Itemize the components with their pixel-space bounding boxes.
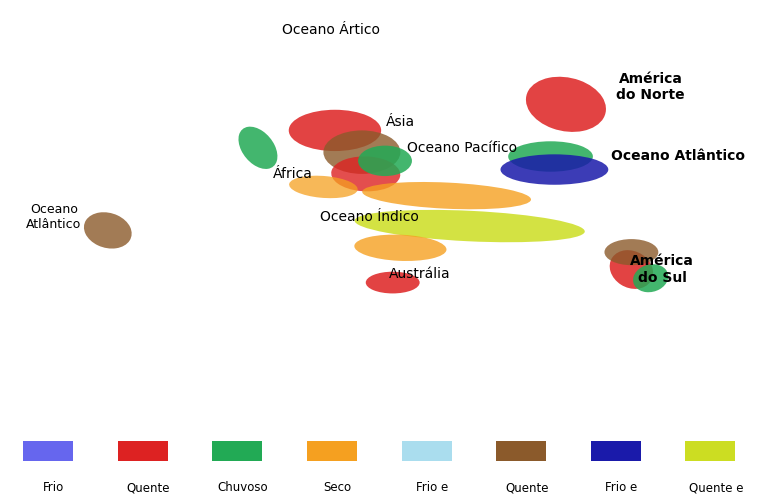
Text: América
do Norte: América do Norte xyxy=(616,72,685,102)
Ellipse shape xyxy=(331,157,400,191)
Ellipse shape xyxy=(354,235,447,261)
Ellipse shape xyxy=(362,182,531,209)
Text: Oceano Índico: Oceano Índico xyxy=(320,210,419,224)
FancyBboxPatch shape xyxy=(118,441,168,460)
Ellipse shape xyxy=(610,250,653,289)
Ellipse shape xyxy=(508,141,593,172)
FancyBboxPatch shape xyxy=(23,441,73,460)
Ellipse shape xyxy=(289,176,358,198)
Ellipse shape xyxy=(604,239,658,265)
Ellipse shape xyxy=(323,130,400,174)
Text: Oceano Pacífico: Oceano Pacífico xyxy=(407,141,517,155)
Text: Oceano
Atlântico: Oceano Atlântico xyxy=(26,204,82,231)
FancyBboxPatch shape xyxy=(496,441,546,460)
Text: Chuvoso: Chuvoso xyxy=(218,481,269,494)
Ellipse shape xyxy=(355,210,584,242)
Text: Quente: Quente xyxy=(127,481,170,494)
Ellipse shape xyxy=(84,212,132,248)
FancyBboxPatch shape xyxy=(591,441,641,460)
Text: Ásia: Ásia xyxy=(386,115,415,129)
Text: Austrália: Austrália xyxy=(389,267,450,281)
Ellipse shape xyxy=(289,110,381,151)
FancyBboxPatch shape xyxy=(307,441,357,460)
FancyBboxPatch shape xyxy=(685,441,735,460)
Ellipse shape xyxy=(358,146,412,176)
Text: Oceano Ártico: Oceano Ártico xyxy=(282,23,380,38)
Text: Quente
e seco: Quente e seco xyxy=(505,481,549,494)
Ellipse shape xyxy=(526,77,606,132)
Text: Frio e
seco: Frio e seco xyxy=(416,481,448,494)
Ellipse shape xyxy=(366,272,420,293)
Text: Frio: Frio xyxy=(43,481,65,494)
Ellipse shape xyxy=(633,264,668,292)
Text: Frio e
chuvoso: Frio e chuvoso xyxy=(597,481,646,494)
FancyBboxPatch shape xyxy=(401,441,451,460)
Text: Seco: Seco xyxy=(323,481,352,494)
Ellipse shape xyxy=(239,126,277,169)
Text: África: África xyxy=(273,167,313,181)
Ellipse shape xyxy=(500,154,608,185)
Text: América
do Sul: América do Sul xyxy=(631,254,694,285)
Text: Oceano Atlântico: Oceano Atlântico xyxy=(611,150,745,164)
FancyBboxPatch shape xyxy=(213,441,263,460)
Text: Quente e
chuvoso: Quente e chuvoso xyxy=(689,481,743,494)
